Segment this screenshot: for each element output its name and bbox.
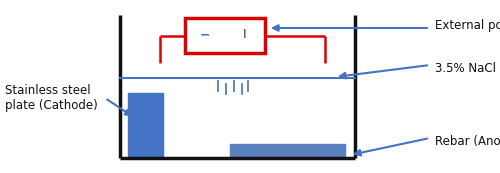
Bar — [230, 144, 345, 158]
Bar — [185, 18, 265, 53]
Text: plate (Cathode): plate (Cathode) — [5, 98, 98, 112]
Text: 3.5% NaCl: 3.5% NaCl — [435, 61, 496, 75]
Bar — [128, 93, 163, 158]
Text: External power: External power — [435, 19, 500, 31]
Text: Rebar (Anode): Rebar (Anode) — [435, 134, 500, 148]
Text: −: − — [200, 29, 210, 42]
Text: I: I — [243, 29, 247, 42]
Text: Stainless steel: Stainless steel — [5, 84, 90, 97]
